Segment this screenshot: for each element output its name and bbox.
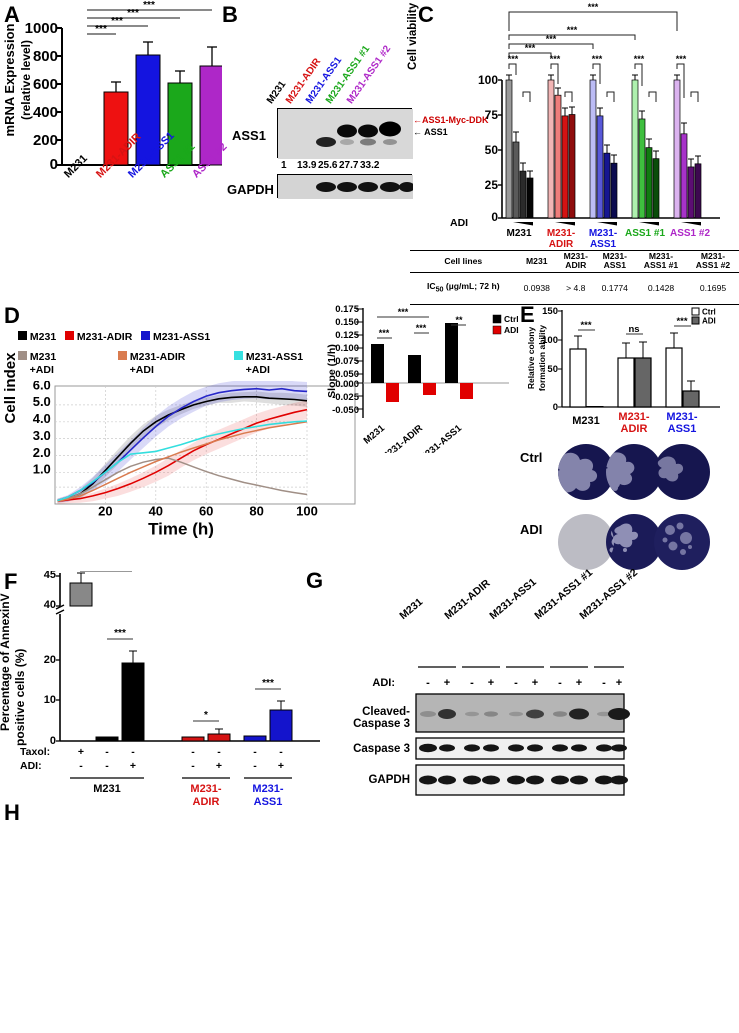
- svg-text:+: +: [444, 677, 450, 689]
- svg-text:+: +: [532, 677, 538, 689]
- svg-text:+: +: [616, 677, 622, 689]
- svg-text:ADI:: ADI:: [372, 677, 395, 689]
- svg-text:+: +: [576, 677, 582, 689]
- svg-text:-: -: [558, 677, 562, 689]
- svg-text:-: -: [426, 677, 430, 689]
- svg-text:-: -: [602, 677, 606, 689]
- svg-text:-: -: [470, 677, 474, 689]
- svg-text:+: +: [488, 677, 494, 689]
- svg-text:-: -: [514, 677, 518, 689]
